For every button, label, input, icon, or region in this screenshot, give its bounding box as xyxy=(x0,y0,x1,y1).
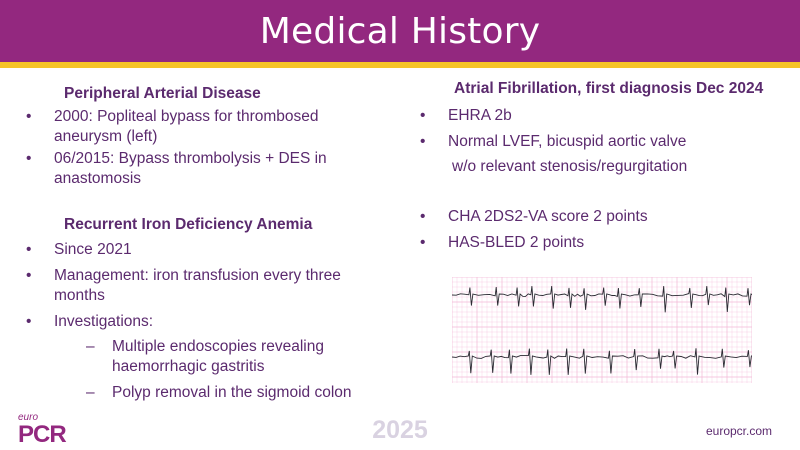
slide-title: Medical History xyxy=(259,10,541,52)
ecg-strip xyxy=(452,277,752,383)
ecg-trace-bottom xyxy=(452,348,752,375)
af-item: EHRA 2b xyxy=(418,106,788,126)
score-item: HAS-BLED 2 points xyxy=(418,233,788,253)
anemia-heading: Recurrent Iron Deficiency Anemia xyxy=(64,216,313,233)
year-label: 2025 xyxy=(372,416,428,444)
anemia-item: Investigations: xyxy=(24,312,364,332)
pad-item: 2000: Popliteal bypass for thrombosed an… xyxy=(24,107,364,147)
pad-item: 06/2015: Bypass thrombolysis + DES in an… xyxy=(24,149,364,189)
europcr-logo: euro PCR xyxy=(18,412,67,448)
investigation-item: Polyp removal in the sigmoid colon xyxy=(24,383,364,403)
logo-euro: euro xyxy=(18,412,39,423)
logo-pcr: PCR xyxy=(18,421,67,448)
title-bar: Medical History xyxy=(0,0,800,62)
score-item: CHA 2DS2-VA score 2 points xyxy=(418,207,788,227)
af-continuation: w/o relevant stenosis/regurgitation xyxy=(452,158,688,175)
ecg-trace-top xyxy=(452,285,752,313)
anemia-item: Management: iron transfusion every three… xyxy=(24,266,364,306)
af-item: Normal LVEF, bicuspid aortic valve xyxy=(418,132,788,152)
anemia-item: Since 2021 xyxy=(24,240,364,260)
left-column: Peripheral Arterial Disease 2000: Poplit… xyxy=(24,84,364,403)
af-heading: Atrial Fibrillation, first diagnosis Dec… xyxy=(454,80,764,97)
website-label: europcr.com xyxy=(705,424,772,438)
pad-heading: Peripheral Arterial Disease xyxy=(64,85,261,102)
accent-divider xyxy=(0,62,800,68)
right-column: Atrial Fibrillation, first diagnosis Dec… xyxy=(418,79,788,253)
investigation-item: Multiple endoscopies revealing haemorrha… xyxy=(24,337,364,377)
